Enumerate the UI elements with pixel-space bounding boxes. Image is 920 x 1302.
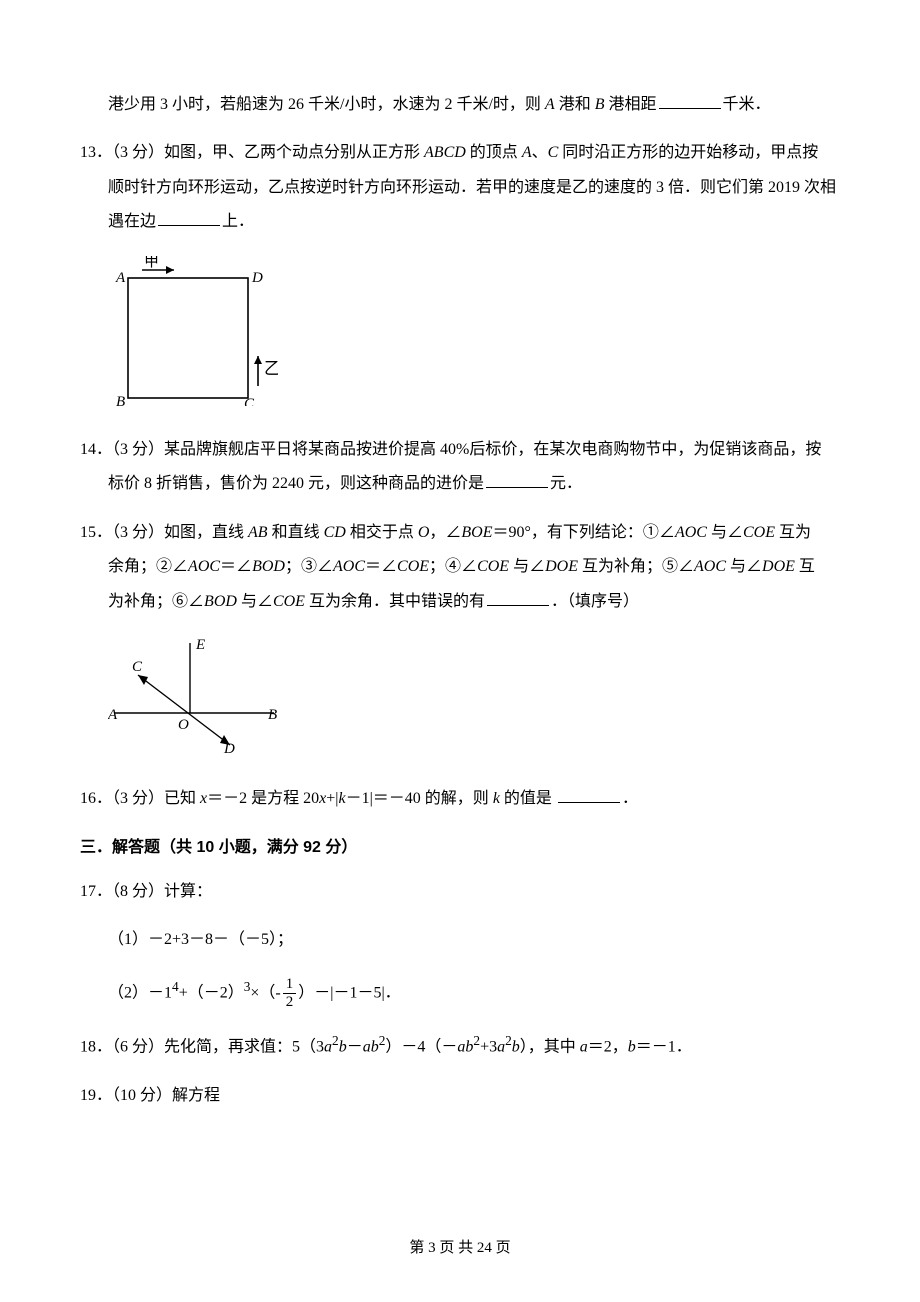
q15-figure: A B C D E O: [108, 635, 840, 766]
label-yi: 乙: [264, 359, 278, 378]
q15-coe: COE: [743, 524, 775, 541]
q16: 16．（3 分）已知 x＝－2 是方程 20x+|k－1|＝－40 的解，则 k…: [80, 784, 840, 814]
svg-text:D: D: [223, 741, 235, 755]
q15-pre: 15．（3 分）如图，直线: [80, 524, 248, 541]
label-D: D: [251, 270, 263, 286]
label-B: B: [116, 394, 125, 406]
q13-line1: 13．（3 分）如图，甲、乙两个动点分别从正方形 ABCD 的顶点 A、C 同时…: [80, 138, 840, 168]
svg-text:B: B: [268, 707, 277, 723]
q15-c1: ①: [643, 524, 659, 541]
q15-line3: 为补角；⑥∠BOD 与∠COE 互为余角．其中错误的有．（填序号）: [80, 587, 840, 617]
q13-c: C: [548, 144, 559, 161]
q13-a: A: [522, 144, 532, 161]
q13-mid1: 的顶点: [466, 144, 522, 161]
angle-diagram-svg: A B C D E O: [108, 635, 288, 755]
q12-text-pre: 港少用 3 小时，若船速为 26 千米/小时，水速为 2 千米/时，则: [108, 96, 545, 113]
q17-p2: （2）－14+（－2）3×（-12）－|－1－5|．: [80, 974, 840, 1010]
q15-line1: 15．（3 分）如图，直线 AB 和直线 CD 相交于点 O，∠BOE＝90°，…: [80, 518, 840, 548]
q14-line1: 14．（3 分）某品牌旗舰店平日将某商品按进价提高 40%后标价，在某次电商购物…: [80, 435, 840, 465]
fraction-half: 12: [283, 977, 297, 1010]
q14-line2-pre: 标价 8 折销售，售价为 2240 元，则这种商品的进价是: [108, 475, 484, 492]
q12-mid1: 港和: [555, 96, 595, 113]
q12-continuation: 港少用 3 小时，若船速为 26 千米/小时，水速为 2 千米/时，则 A 港和…: [80, 90, 840, 120]
q15-c2: ②: [156, 558, 172, 575]
q15-mid2: 相交于点: [346, 524, 418, 541]
q17-header: 17．（8 分）计算：: [80, 877, 840, 907]
q15-line2: 余角；②∠AOC＝∠BOD；③∠AOC＝∠COE；④∠COE 与∠DOE 互为补…: [80, 552, 840, 582]
q13-sep: 、: [532, 144, 548, 161]
svg-text:E: E: [195, 637, 205, 653]
svg-text:A: A: [108, 707, 118, 723]
q13-figure: A D B C 甲 乙: [108, 256, 840, 417]
q15-ab: AB: [248, 524, 268, 541]
q16-blank: [558, 786, 620, 803]
q12-var-a: A: [545, 96, 555, 113]
label-A: A: [115, 270, 126, 286]
q12-mid2: 港相距: [604, 96, 656, 113]
section-3-title: 三．解答题（共 10 小题，满分 92 分）: [80, 833, 840, 863]
q15-mid1: 和直线: [268, 524, 324, 541]
q14-line2: 标价 8 折销售，售价为 2240 元，则这种商品的进价是 元．: [80, 469, 840, 499]
q12-blank: [659, 92, 721, 109]
q13-line3: 遇在边 上．: [80, 207, 840, 237]
square-diagram-svg: A D B C 甲 乙: [108, 256, 278, 406]
q15-o: O: [418, 524, 430, 541]
q15-s1c: 互为: [775, 524, 811, 541]
q15-mid3: ，∠: [429, 524, 461, 541]
q13-blank: [158, 209, 220, 226]
q18: 18．（6 分）先化简，再求值：5（3a2b－ab2）－4（－ab2+3a2b）…: [80, 1028, 840, 1063]
q13-line2: 顺时针方向环形运动，乙点按逆时针方向环形运动．若甲的速度是乙的速度的 3 倍．则…: [80, 173, 840, 203]
q15-s1a: ∠: [659, 524, 675, 541]
q17-p1: （1）－2+3－8－（－5）；: [80, 925, 840, 955]
label-jia: 甲: [144, 256, 159, 270]
q15-mid4: ＝90°，有下列结论：: [493, 524, 643, 541]
q13-header: 13．（3 分）如图，甲、乙两个动点分别从正方形: [80, 144, 424, 161]
q15-boe: BOE: [461, 524, 492, 541]
svg-text:O: O: [178, 717, 189, 733]
page-footer: 第 3 页 共 24 页: [0, 1234, 920, 1263]
q12-unit: 千米．: [723, 96, 771, 113]
q13-mid2: 同时沿正方形的边开始移动，甲点按: [558, 144, 818, 161]
q13-abcd: ABCD: [424, 144, 466, 161]
q15-cd: CD: [324, 524, 346, 541]
label-C: C: [244, 396, 255, 406]
svg-text:C: C: [132, 659, 143, 675]
q14-line2-post: 元．: [550, 475, 582, 492]
q15-s1b: 与∠: [707, 524, 743, 541]
q13-line3-pre: 遇在边: [108, 213, 156, 230]
page-content: 港少用 3 小时，若船速为 26 千米/小时，水速为 2 千米/时，则 A 港和…: [80, 90, 840, 1111]
q15-aoc: AOC: [675, 524, 707, 541]
q14-blank: [486, 471, 548, 488]
q15-l2-pre: 余角；: [108, 558, 156, 575]
q13-line3-post: 上．: [222, 213, 254, 230]
q15-blank: [487, 589, 549, 606]
q19: 19．（10 分）解方程: [80, 1081, 840, 1111]
